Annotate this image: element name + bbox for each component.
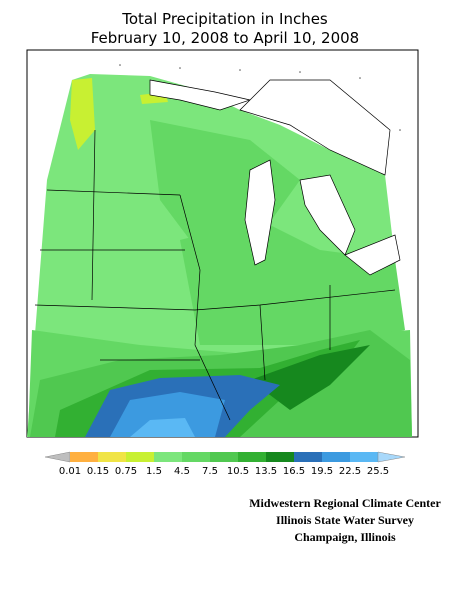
legend-swatch (126, 452, 154, 462)
legend-label: 10.5 (227, 466, 249, 477)
legend-swatch (154, 452, 182, 462)
legend-label: 22.5 (339, 466, 361, 477)
color-legend: 0.01 0.15 0.75 1.5 4.5 7.5 10.5 13.5 16.5 19.5 22.… (44, 451, 406, 477)
title-line: February 10, 2008 to April 10, 2008 (91, 29, 359, 47)
legend-swatch (322, 452, 350, 462)
legend-label: 0.15 (87, 466, 109, 477)
legend-label: 13.5 (255, 466, 277, 477)
title-line: Total Precipitation in Inches (121, 10, 328, 28)
legend-label: 0.75 (115, 466, 137, 477)
legend-label: 16.5 (283, 466, 305, 477)
legend-label: 25.5 (367, 466, 389, 477)
legend-label: 0.01 (59, 466, 81, 477)
legend-swatch (98, 452, 126, 462)
legend-arrow (377, 451, 406, 463)
legend-label: 4.5 (174, 466, 190, 477)
legend-label: 7.5 (202, 466, 218, 477)
legend-label: 1.5 (146, 466, 162, 477)
map (26, 49, 419, 438)
legend-swatch (350, 452, 378, 462)
legend-arrow (44, 451, 71, 463)
legend-label: 19.5 (311, 466, 333, 477)
legend-swatch (70, 452, 98, 462)
legend-swatch (294, 452, 322, 462)
credit: Illinois State Water Survey (276, 513, 414, 527)
legend-swatch (266, 452, 294, 462)
legend-swatch (210, 452, 238, 462)
credit: Midwestern Regional Climate Center (249, 496, 441, 510)
legend-swatch (238, 452, 266, 462)
credit: Champaign, Illinois (294, 530, 396, 544)
legend-swatch (182, 452, 210, 462)
